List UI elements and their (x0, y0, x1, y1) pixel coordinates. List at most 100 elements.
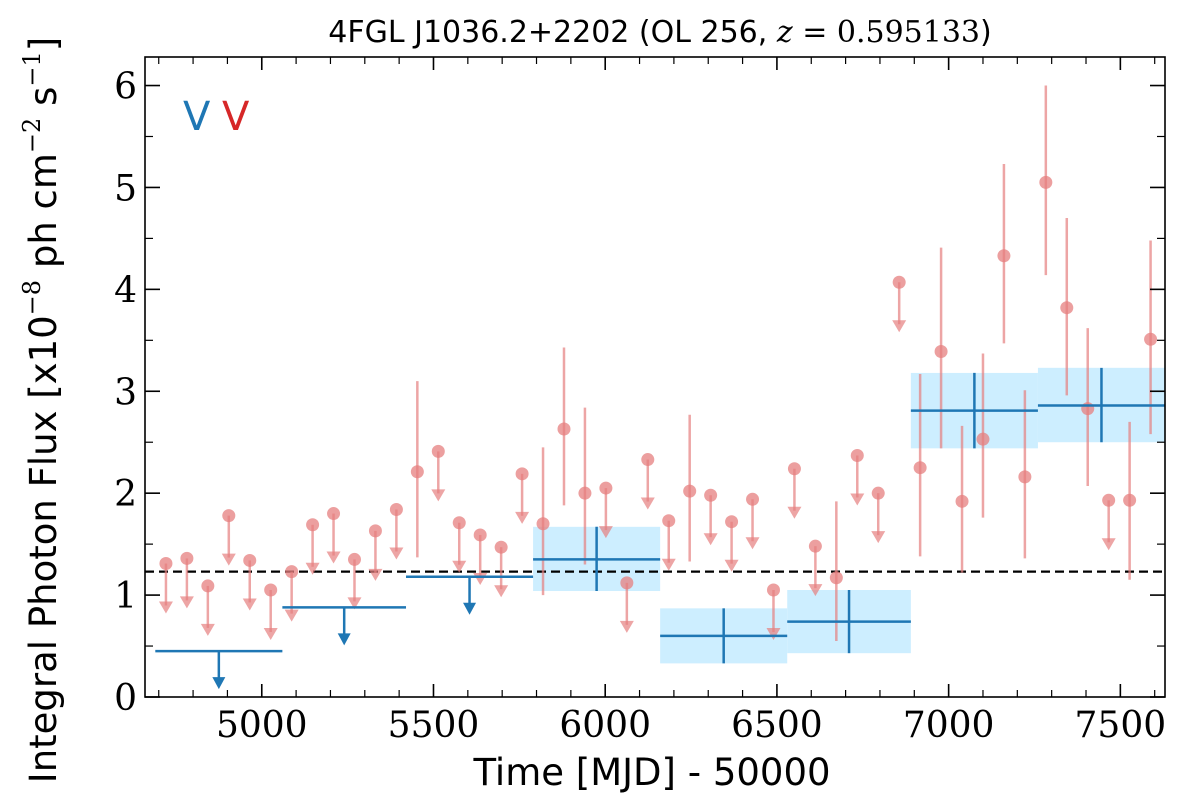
red-data-point (725, 515, 739, 529)
y-axis-label: Integral Photon Flux [x10−8 ph cm−2 s−1] (18, 37, 65, 783)
red-data-point (599, 481, 613, 495)
red-data-point (704, 488, 718, 502)
x-tick-label: 5500 (388, 705, 480, 746)
red-data-point (620, 576, 634, 590)
x-tick-label: 6500 (731, 705, 823, 746)
red-upper-limit-arrow (242, 598, 257, 611)
blue-upper-limit-arrow (463, 602, 477, 615)
red-data-point (243, 553, 257, 567)
x-tick-label: 6000 (559, 705, 651, 746)
red-data-point (557, 422, 571, 436)
red-upper-limit-arrow (598, 526, 613, 539)
red-upper-limit-arrow (158, 601, 173, 614)
red-upper-limit-arrow (179, 596, 194, 609)
red-data-point (871, 486, 885, 500)
blue-upper-limit-arrow (337, 633, 351, 646)
red-upper-limit-arrow (452, 560, 467, 573)
red-data-point (180, 551, 194, 565)
chart-title: 4FGL J1036.2+2202 (OL 256, z = 0.595133) (328, 15, 991, 50)
red-data-point (201, 579, 215, 593)
red-data-point (1102, 493, 1116, 507)
red-upper-limit-arrow (494, 585, 509, 598)
red-data-point (829, 571, 843, 585)
y-tick-label: 5 (114, 168, 137, 209)
red-upper-limit-arrow (787, 506, 802, 519)
red-data-point (787, 462, 801, 476)
red-data-point (222, 509, 236, 523)
red-upper-limit-arrow (640, 497, 655, 510)
red-upper-limit-arrow (284, 609, 299, 622)
red-upper-limit-arrow (326, 551, 341, 564)
red-upper-limit-arrow (1101, 538, 1116, 551)
red-upper-limit-arrow (892, 320, 907, 333)
red-data-point (808, 539, 822, 553)
red-data-point (683, 484, 697, 498)
red-data-point (892, 275, 906, 289)
legend-label-blue: V (183, 94, 211, 140)
x-tick-label: 5000 (216, 705, 308, 746)
red-upper-limit-arrow (221, 553, 236, 566)
x-tick-label: 7000 (903, 705, 995, 746)
red-upper-limit-arrow (745, 537, 760, 550)
red-data-point (515, 467, 529, 481)
red-upper-limit-arrow (263, 627, 278, 640)
red-data-point (662, 514, 676, 528)
red-data-point (1018, 470, 1032, 484)
red-data-point (327, 507, 341, 521)
red-data-point (641, 453, 655, 467)
plot-area: 5000 5500 6000 6500 7000 7500 0 1 2 3 4 5 6 (114, 56, 1167, 746)
red-data-point (536, 517, 550, 531)
red-upper-limit-arrow (473, 572, 488, 585)
red-upper-limit-arrow (389, 547, 404, 560)
red-data-point (1039, 175, 1053, 189)
red-data-point (410, 465, 424, 479)
red-data-point (473, 528, 487, 542)
axes-frame (144, 56, 1166, 698)
red-upper-limit-arrow (619, 620, 634, 633)
red-upper-limit-arrow (850, 493, 865, 506)
red-upper-limit-arrow (368, 568, 383, 581)
red-data-point (494, 540, 508, 554)
red-data-point (976, 432, 990, 446)
red-data-point (389, 502, 403, 516)
red-upper-limit-arrow (766, 627, 781, 640)
x-tick-label: 7500 (1075, 705, 1167, 746)
red-data-point (431, 444, 445, 458)
red-data-point (452, 516, 466, 530)
red-data-point (850, 448, 864, 462)
red-upper-limit-arrow (661, 558, 676, 571)
red-data-point (347, 552, 361, 566)
red-upper-limit-arrow (703, 533, 718, 546)
red-upper-limit-arrow (200, 623, 215, 636)
red-data-point (1081, 402, 1095, 416)
red-data-point (1060, 301, 1074, 315)
red-upper-limit-arrow (808, 584, 823, 597)
red-upper-limit-arrow (724, 559, 739, 572)
red-data-point (766, 583, 780, 597)
red-data-point (285, 565, 299, 579)
red-upper-limit-arrow (305, 562, 320, 575)
red-upper-limit-arrow (515, 511, 530, 524)
y-tick-label: 4 (114, 270, 137, 311)
red-data-point (997, 249, 1011, 263)
red-data-point (264, 583, 278, 597)
red-data-point (1123, 493, 1137, 507)
legend: V V (183, 94, 250, 140)
red-data-point (913, 461, 927, 475)
red-data-point (1144, 332, 1158, 346)
y-tick-label: 2 (114, 474, 137, 515)
y-tick-label: 6 (114, 67, 137, 108)
blue-upper-limit-arrow (212, 677, 226, 690)
red-upper-limit-arrow (871, 531, 886, 544)
red-data-point (955, 494, 969, 508)
red-upper-limit-arrow (347, 597, 362, 610)
y-tick-label: 3 (114, 372, 137, 413)
y-tick-label: 0 (114, 678, 137, 719)
red-data-point (578, 486, 592, 500)
red-data-point (306, 518, 320, 532)
y-tick-label: 1 (114, 576, 137, 617)
x-axis-label: Time [MJD] - 50000 (472, 751, 830, 794)
red-data-point (159, 556, 173, 570)
red-data-point (934, 345, 948, 359)
